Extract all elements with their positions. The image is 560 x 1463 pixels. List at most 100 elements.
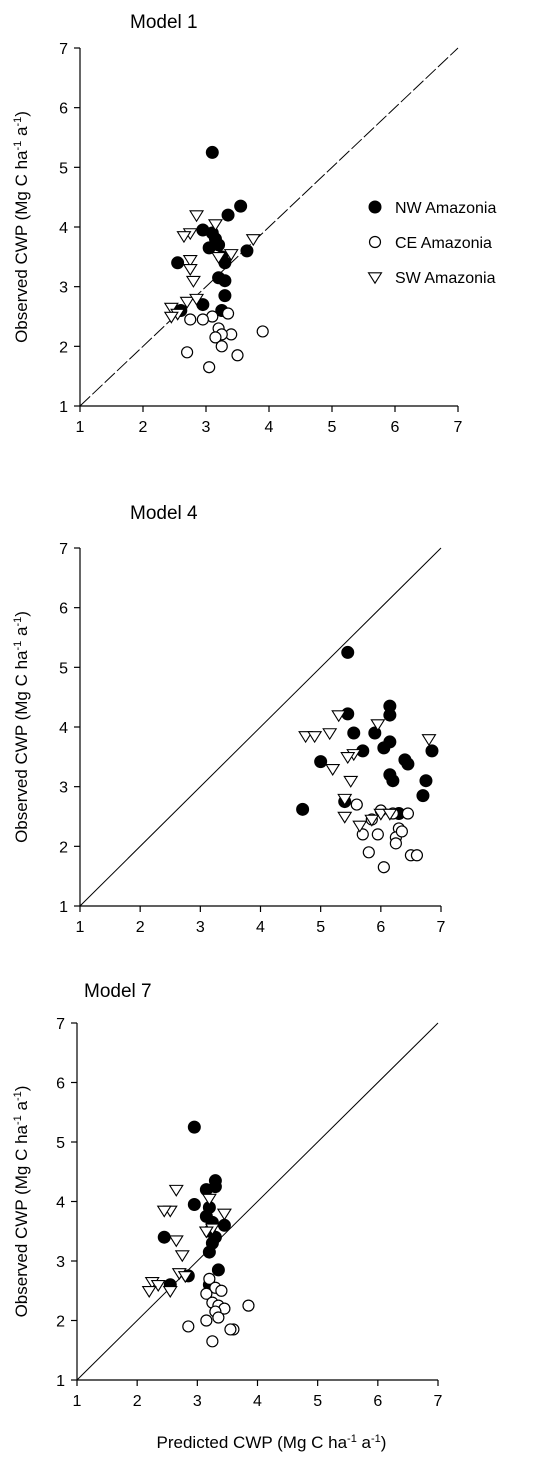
data-point — [383, 735, 397, 749]
data-point — [200, 1287, 213, 1300]
data-point — [240, 244, 254, 258]
y-tick-label: 4 — [56, 1195, 65, 1212]
data-point — [347, 726, 361, 740]
data-point — [322, 728, 338, 741]
legend-marker — [368, 200, 382, 214]
y-axis-title: Observed CWP (Mg C ha-1 a-1) — [12, 1086, 31, 1318]
data-point — [163, 302, 179, 315]
data-point — [182, 255, 198, 268]
data-point — [157, 1230, 171, 1244]
y-tick-label: 4 — [59, 720, 68, 737]
data-point — [377, 861, 390, 874]
y-tick-label: 4 — [59, 220, 68, 237]
data-point — [215, 340, 228, 353]
x-tick-label: 6 — [376, 919, 385, 936]
y-tick-label: 1 — [56, 1373, 65, 1390]
data-point — [340, 752, 356, 765]
x-tick-label: 1 — [76, 919, 85, 936]
data-point — [218, 289, 232, 303]
series-sw-amazonia — [141, 1184, 232, 1298]
x-tick-label: 4 — [253, 1393, 262, 1410]
data-point — [362, 846, 375, 859]
panel-title: Model 1 — [130, 12, 198, 33]
data-point — [202, 241, 216, 255]
data-point — [211, 1263, 225, 1277]
legend-label: CE Amazonia — [395, 235, 492, 252]
data-point — [401, 807, 415, 820]
y-tick-label: 7 — [56, 1016, 65, 1033]
data-point — [208, 1180, 222, 1194]
data-point — [234, 199, 248, 213]
data-point — [314, 755, 328, 769]
data-point — [382, 808, 398, 821]
data-point — [156, 1205, 172, 1218]
data-point — [350, 798, 363, 811]
x-tick-label: 4 — [265, 419, 274, 436]
data-point — [370, 719, 386, 732]
one-to-one-line — [76, 1022, 439, 1381]
data-point — [176, 231, 192, 244]
data-point — [425, 744, 439, 758]
panel-title: Model 7 — [84, 981, 152, 1002]
y-tick-label: 2 — [59, 839, 68, 856]
data-point — [421, 734, 437, 747]
legend-marker — [367, 272, 383, 285]
data-point — [331, 710, 347, 723]
x-tick-label: 3 — [202, 419, 211, 436]
data-point — [371, 828, 384, 841]
legend-label: NW Amazonia — [395, 200, 496, 217]
series-ce-amazonia — [181, 307, 269, 374]
data-point — [189, 293, 205, 306]
x-tick-label: 5 — [316, 919, 325, 936]
data-point — [325, 763, 341, 776]
x-tick-label: 4 — [256, 919, 265, 936]
x-tick-label: 1 — [73, 1393, 82, 1410]
x-tick-label: 7 — [454, 419, 463, 436]
data-point — [205, 145, 219, 159]
legend-label: SW Amazonia — [395, 270, 496, 287]
data-point — [206, 1335, 219, 1348]
data-point — [296, 802, 310, 816]
data-point — [364, 814, 380, 827]
y-tick-label: 6 — [59, 101, 68, 118]
x-tick-label: 7 — [437, 919, 446, 936]
one-to-one-line — [79, 47, 459, 407]
data-point — [373, 808, 389, 821]
x-tick-label: 5 — [328, 419, 337, 436]
y-tick-label: 1 — [59, 399, 68, 416]
data-point — [171, 256, 185, 270]
data-point — [200, 1314, 213, 1327]
data-point — [212, 1311, 225, 1324]
data-point — [205, 1236, 219, 1250]
x-tick-label: 2 — [133, 1393, 142, 1410]
data-point — [218, 274, 232, 288]
data-point — [181, 346, 194, 359]
data-point — [184, 313, 197, 326]
y-tick-label: 5 — [59, 160, 68, 177]
data-point — [395, 825, 408, 838]
series-nw-amazonia — [296, 645, 439, 821]
data-point — [386, 774, 400, 788]
data-point — [182, 1320, 195, 1333]
data-point — [217, 1218, 231, 1232]
data-point — [185, 275, 201, 288]
data-point — [163, 311, 179, 324]
data-point — [203, 1272, 216, 1285]
scatter-panel-2: Model 4 1 2 3 4 5 6 7 1 2 3 4 5 6 7 Observed CWP (Mg C … — [12, 503, 446, 936]
legend-marker — [368, 235, 382, 249]
data-point — [256, 325, 269, 338]
data-point — [179, 296, 195, 309]
x-tick-label: 2 — [139, 419, 148, 436]
data-point — [383, 708, 397, 722]
panel-title: Model 4 — [130, 503, 198, 524]
x-tick-label: 1 — [76, 419, 85, 436]
x-tick-label: 2 — [136, 919, 145, 936]
y-tick-label: 3 — [56, 1254, 65, 1271]
data-point — [177, 1271, 193, 1284]
y-axis-title: Observed CWP (Mg C ha-1 a-1) — [12, 611, 31, 843]
data-point — [189, 210, 205, 223]
series-ce-amazonia — [182, 1272, 255, 1348]
y-axis-title: Observed CWP (Mg C ha-1 a-1) — [12, 111, 31, 343]
legend: NW Amazonia CE Amazonia SW Amazonia — [367, 200, 496, 287]
